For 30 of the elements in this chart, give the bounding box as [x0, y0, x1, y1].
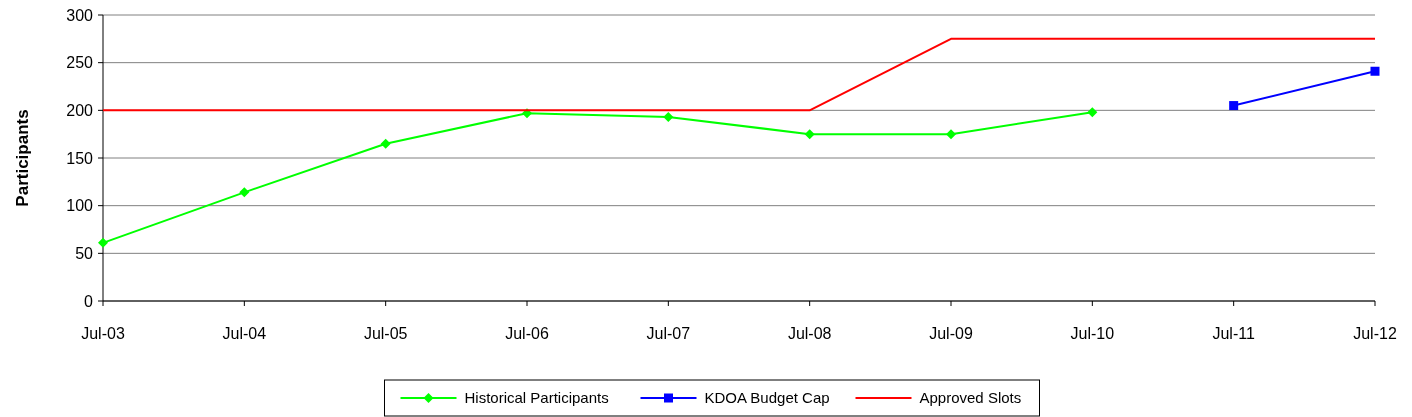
point: [946, 129, 956, 140]
point: [804, 129, 815, 140]
x-tick-label: Jul-12: [1353, 325, 1397, 342]
x-tick-label: Jul-08: [787, 325, 832, 342]
y-tick-label: 0: [84, 292, 94, 310]
x-tick-label: Jul-03: [81, 325, 125, 342]
y-tick-label: 150: [66, 149, 94, 167]
point: [1087, 107, 1098, 118]
x-tick-label: Jul-05: [363, 325, 408, 342]
point: [663, 112, 674, 123]
y-tick-label: 100: [66, 197, 94, 215]
x-tick-label: Jul-09: [929, 325, 973, 342]
x-tick-label: Jul-07: [646, 325, 691, 342]
point: [380, 138, 391, 149]
legend-label: KDOA Budget Cap: [704, 389, 830, 407]
x-tick-label: Jul-10: [1070, 325, 1115, 342]
legend-label: Historical Participants: [464, 389, 609, 407]
point: [239, 187, 250, 198]
x-tick-label: Jul-11: [1212, 325, 1255, 342]
y-tick-label: 50: [75, 244, 94, 262]
y-tick-label: 300: [66, 6, 94, 24]
x-tick-label: Jul-06: [505, 325, 549, 342]
y-tick-label: 200: [66, 101, 94, 119]
y-axis-title: Participants: [13, 109, 32, 207]
y-tick-label: 250: [66, 54, 94, 72]
point: [98, 237, 108, 248]
x-tick-label: Jul-04: [222, 325, 267, 342]
point: [1229, 101, 1239, 111]
legend-label: Approved Slots: [919, 389, 1022, 407]
point: [1370, 66, 1380, 76]
